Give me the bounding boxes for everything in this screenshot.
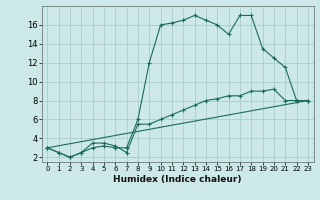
- X-axis label: Humidex (Indice chaleur): Humidex (Indice chaleur): [113, 175, 242, 184]
